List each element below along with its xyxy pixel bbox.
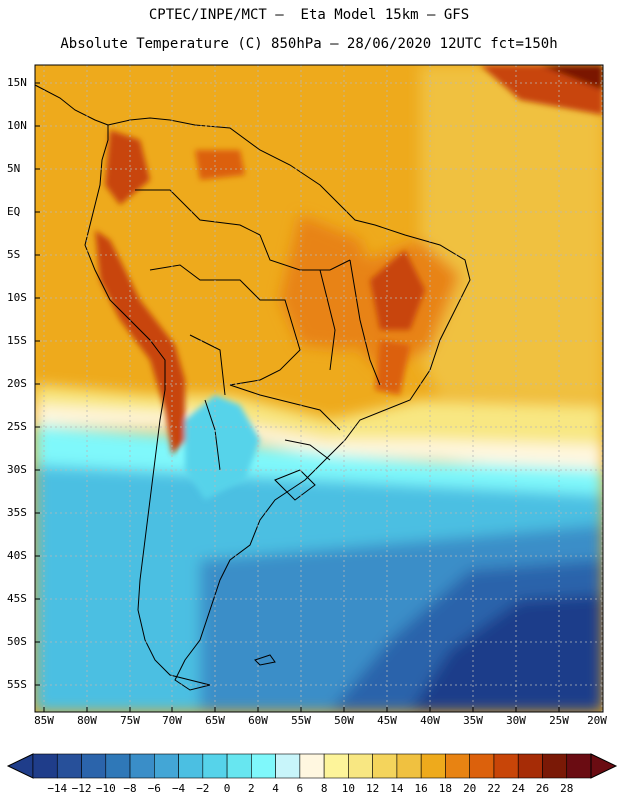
lon-label: 80W xyxy=(77,714,97,727)
lon-label: 85W xyxy=(34,714,54,727)
uruguay xyxy=(274,469,316,501)
colorbar-bin xyxy=(154,753,179,779)
falklands xyxy=(254,654,276,666)
lon-label: 50W xyxy=(334,714,354,727)
colorbar-tick-label: 10 xyxy=(341,782,356,795)
colorbar-tick-label: −14 xyxy=(47,782,68,795)
colorbar-tick-label: 18 xyxy=(438,782,453,795)
lat-label: 20S xyxy=(7,377,27,390)
lat-label: 50S xyxy=(7,635,27,648)
title-line-1: CPTEC/INPE/MCT – Eta Model 15km – GFS xyxy=(148,7,470,23)
colorbar-tick-label: −8 xyxy=(123,782,137,795)
colorbar-tick-label: 12 xyxy=(366,782,380,795)
colorbar-bin xyxy=(178,753,204,779)
argentina-cold-lobe xyxy=(185,395,260,500)
colorbar-tick-label: 2 xyxy=(248,782,255,795)
southeast-brazil-warm xyxy=(375,340,410,395)
lon-label: 55W xyxy=(291,714,311,727)
colorbar-bin xyxy=(517,753,543,779)
colorbar-bin xyxy=(275,753,301,779)
lon-label: 30W xyxy=(506,714,526,727)
colorbar-bin xyxy=(493,753,519,779)
colorbar-tick-label: −4 xyxy=(171,782,186,795)
lon-label: 45W xyxy=(377,714,397,727)
lat-label: 5S xyxy=(7,248,21,261)
colorbar-bin xyxy=(372,753,398,779)
warm-tropical-atlantic xyxy=(420,65,603,400)
axis-ticks xyxy=(35,82,560,712)
colorbar-left-arrow xyxy=(6,753,34,779)
coastlines xyxy=(35,84,471,691)
colorbar-bin xyxy=(129,753,155,779)
lon-label: 75W xyxy=(120,714,140,727)
colorbar-bin xyxy=(226,753,252,779)
lon-label: 35W xyxy=(463,714,483,727)
colorbar-tick-label: −12 xyxy=(71,782,92,795)
colorbar-bin xyxy=(56,753,82,779)
colorbar-tick-label: 26 xyxy=(535,782,550,795)
colorbar-bin xyxy=(469,753,495,779)
colorbar-bin xyxy=(299,753,325,779)
colorbar-bin xyxy=(445,753,470,779)
colorbar-tick-label: 8 xyxy=(320,782,328,795)
colorbar-tick-label: 0 xyxy=(223,782,231,795)
central-america-coast xyxy=(35,84,109,126)
colorbar-tick-label: 20 xyxy=(463,782,477,795)
colorbar-tick-label: 28 xyxy=(560,782,574,795)
very-cold-core xyxy=(410,595,603,712)
lat-label: 5N xyxy=(7,162,21,175)
colorbar-bin xyxy=(105,753,131,779)
colorbar-tick-label: 22 xyxy=(487,782,501,795)
colorbar-bin xyxy=(348,753,373,779)
lat-label: 15N xyxy=(7,76,27,89)
andes-warm-strip xyxy=(95,230,185,455)
lon-label: 40W xyxy=(420,714,440,727)
lat-label: 10S xyxy=(7,291,27,304)
lat-label: 10N xyxy=(7,119,27,132)
lat-label: 15S xyxy=(7,334,27,347)
lat-label: 40S xyxy=(7,549,27,562)
south-america-coast xyxy=(84,117,471,691)
colorbar-bin xyxy=(542,753,568,779)
lon-label: 70W xyxy=(162,714,182,727)
colorbar-tick-label: 24 xyxy=(511,782,525,795)
colorbar-tick-label: −10 xyxy=(95,782,116,795)
colorbar-tick-label: 14 xyxy=(390,782,404,795)
lat-label: 55S xyxy=(7,678,27,691)
colorbar-tick-label: 4 xyxy=(272,782,279,795)
colorbar-bin xyxy=(420,753,446,779)
colorbar-tick-label: −2 xyxy=(196,782,210,795)
lat-label: EQ xyxy=(7,205,21,218)
colorbar-bin xyxy=(32,753,58,779)
colorbar-bin xyxy=(566,753,592,779)
colorbar-tick-label: 16 xyxy=(414,782,428,795)
colorbar-bin xyxy=(396,753,422,779)
lat-label: 25S xyxy=(7,420,27,433)
colorbar-tick-label: 6 xyxy=(296,782,304,795)
title-line-2: Absolute Temperature (C) 850hPa – 28/06/… xyxy=(60,36,558,52)
plot-frame xyxy=(34,64,604,713)
colorbar-right-arrow xyxy=(590,753,618,779)
lon-label: 20W xyxy=(587,714,607,727)
colorbar-bin xyxy=(81,753,107,779)
lon-label: 60W xyxy=(248,714,268,727)
colorbar-tick-label: −6 xyxy=(147,782,161,795)
lat-label: 35S xyxy=(7,506,27,519)
lat-label: 45S xyxy=(7,592,27,605)
venezuela-warm xyxy=(195,150,245,180)
hottest-north-atlantic xyxy=(540,65,603,90)
lon-label: 25W xyxy=(549,714,569,727)
colorbar-bin xyxy=(251,753,276,779)
northeast-brazil-hot xyxy=(370,250,425,330)
colorbar xyxy=(6,753,618,779)
lat-label: 30S xyxy=(7,463,27,476)
lon-label: 65W xyxy=(205,714,225,727)
colorbar-bin xyxy=(202,753,228,779)
colombia-warm xyxy=(105,130,150,205)
colorbar-bin xyxy=(323,753,349,779)
